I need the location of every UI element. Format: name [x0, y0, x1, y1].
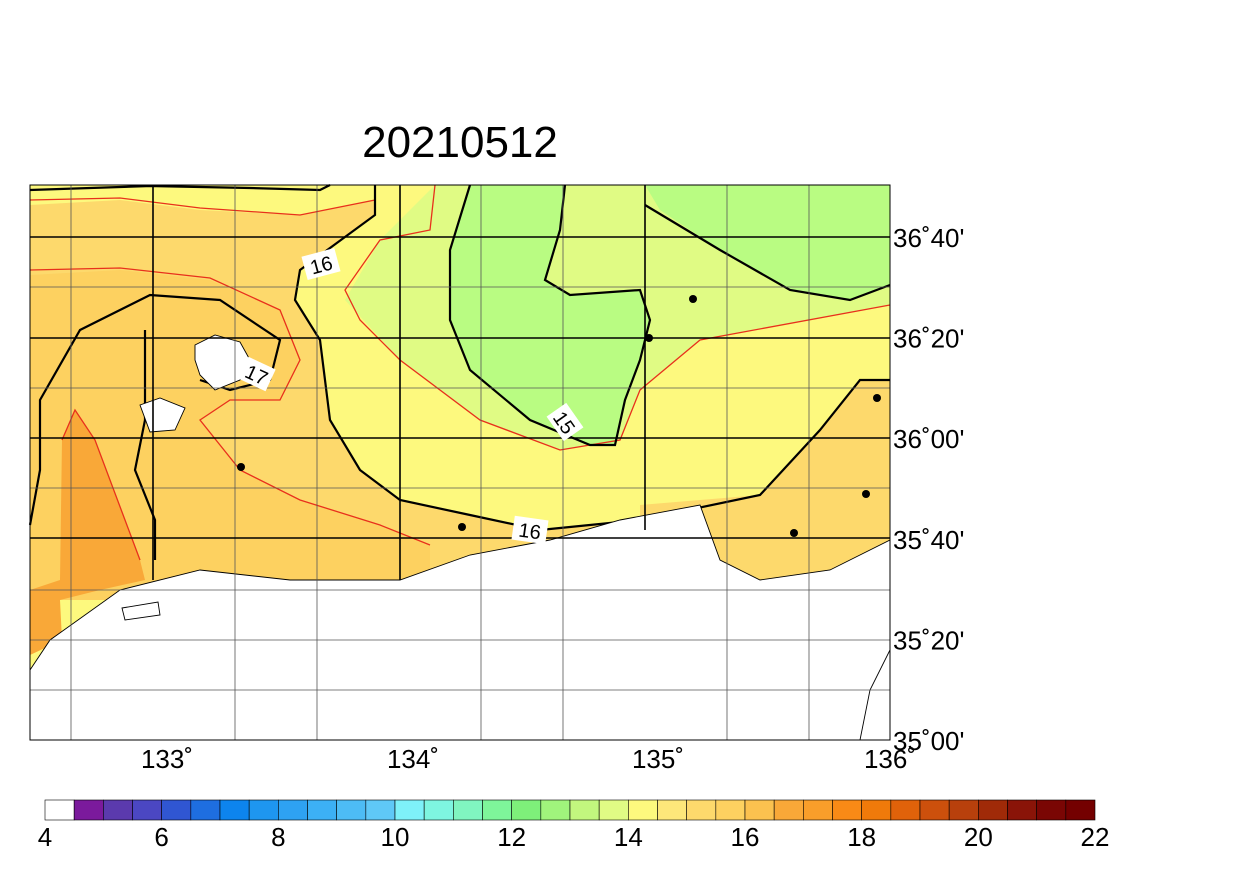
- colorbar-box: [919, 799, 950, 821]
- colorbar-label: 4: [38, 822, 52, 852]
- lat-label: 36˚20': [893, 324, 964, 354]
- colorbar-label: 8: [271, 822, 285, 852]
- lon-label: 133˚: [141, 744, 193, 774]
- colorbar-box: [832, 799, 862, 821]
- colorbar-box: [890, 799, 921, 821]
- lon-label: 134˚: [387, 744, 439, 774]
- colorbar-box: [248, 799, 279, 821]
- lat-label: 35˚20': [893, 625, 964, 655]
- colorbar-box: [628, 799, 658, 821]
- colorbar-box: [1007, 799, 1037, 821]
- colorbar-box: [540, 799, 571, 821]
- contour-labels: 16 17 15 16: [238, 248, 584, 545]
- lon-label: 136˚: [864, 744, 916, 774]
- colorbar-box: [482, 799, 512, 821]
- colorbar-box: [219, 799, 250, 821]
- colorbar-box: [394, 799, 425, 821]
- colorbar-box: [161, 799, 192, 821]
- colorbar-box: [861, 799, 892, 821]
- colorbar-box: [307, 799, 337, 821]
- colorbar-box: [978, 799, 1008, 821]
- colorbar-box: [365, 799, 396, 821]
- lat-labels: 36˚40' 36˚20' 36˚00' 35˚40' 35˚20' 35˚00': [893, 223, 964, 756]
- colorbar-box: [1065, 799, 1096, 821]
- lon-label: 135˚: [632, 744, 684, 774]
- colorbar-label: 16: [731, 822, 760, 852]
- colorbar-box: [569, 799, 600, 821]
- colorbar-label: 6: [154, 822, 168, 852]
- colorbar-box: [132, 799, 162, 821]
- colorbar-box: [598, 799, 629, 821]
- lat-label: 35˚00': [893, 726, 964, 756]
- colorbar-box: [190, 799, 221, 821]
- colorbar-box: [511, 799, 542, 821]
- colorbar-box: [73, 799, 104, 821]
- colorbar-label: 14: [614, 822, 643, 852]
- graticule: [29, 184, 891, 741]
- colorbar-box: [686, 799, 717, 821]
- colorbar-box: [103, 799, 133, 821]
- lat-label: 36˚40': [893, 223, 964, 253]
- colorbar-box: [948, 799, 979, 821]
- lat-label: 35˚40': [893, 525, 964, 555]
- colorbar-label: 18: [847, 822, 876, 852]
- colorbar-label: 10: [381, 822, 410, 852]
- colorbar-box: [744, 799, 775, 821]
- colorbar: 4 6 8 10 12 14 16 18 20 22: [38, 799, 1110, 852]
- colorbar-box: [715, 799, 746, 821]
- colorbar-box: [453, 799, 483, 821]
- contour-label: 16: [517, 520, 542, 545]
- colorbar-label: 20: [964, 822, 993, 852]
- colorbar-box: [1036, 799, 1067, 821]
- lat-label: 36˚00': [893, 424, 964, 454]
- colorbar-box: [657, 799, 687, 821]
- lon-labels: 133˚ 134˚ 135˚ 136˚: [141, 744, 916, 774]
- colorbar-box: [803, 799, 833, 821]
- colorbar-box: [336, 799, 367, 821]
- colorbar-box: [278, 799, 308, 821]
- colorbar-box: [773, 799, 804, 821]
- colorbar-label: 12: [497, 822, 526, 852]
- map-field: [28, 184, 891, 741]
- colorbar-box: [44, 799, 75, 821]
- colorbar-label: 22: [1081, 822, 1110, 852]
- title: 20210512: [362, 118, 558, 167]
- colorbar-box: [423, 799, 454, 821]
